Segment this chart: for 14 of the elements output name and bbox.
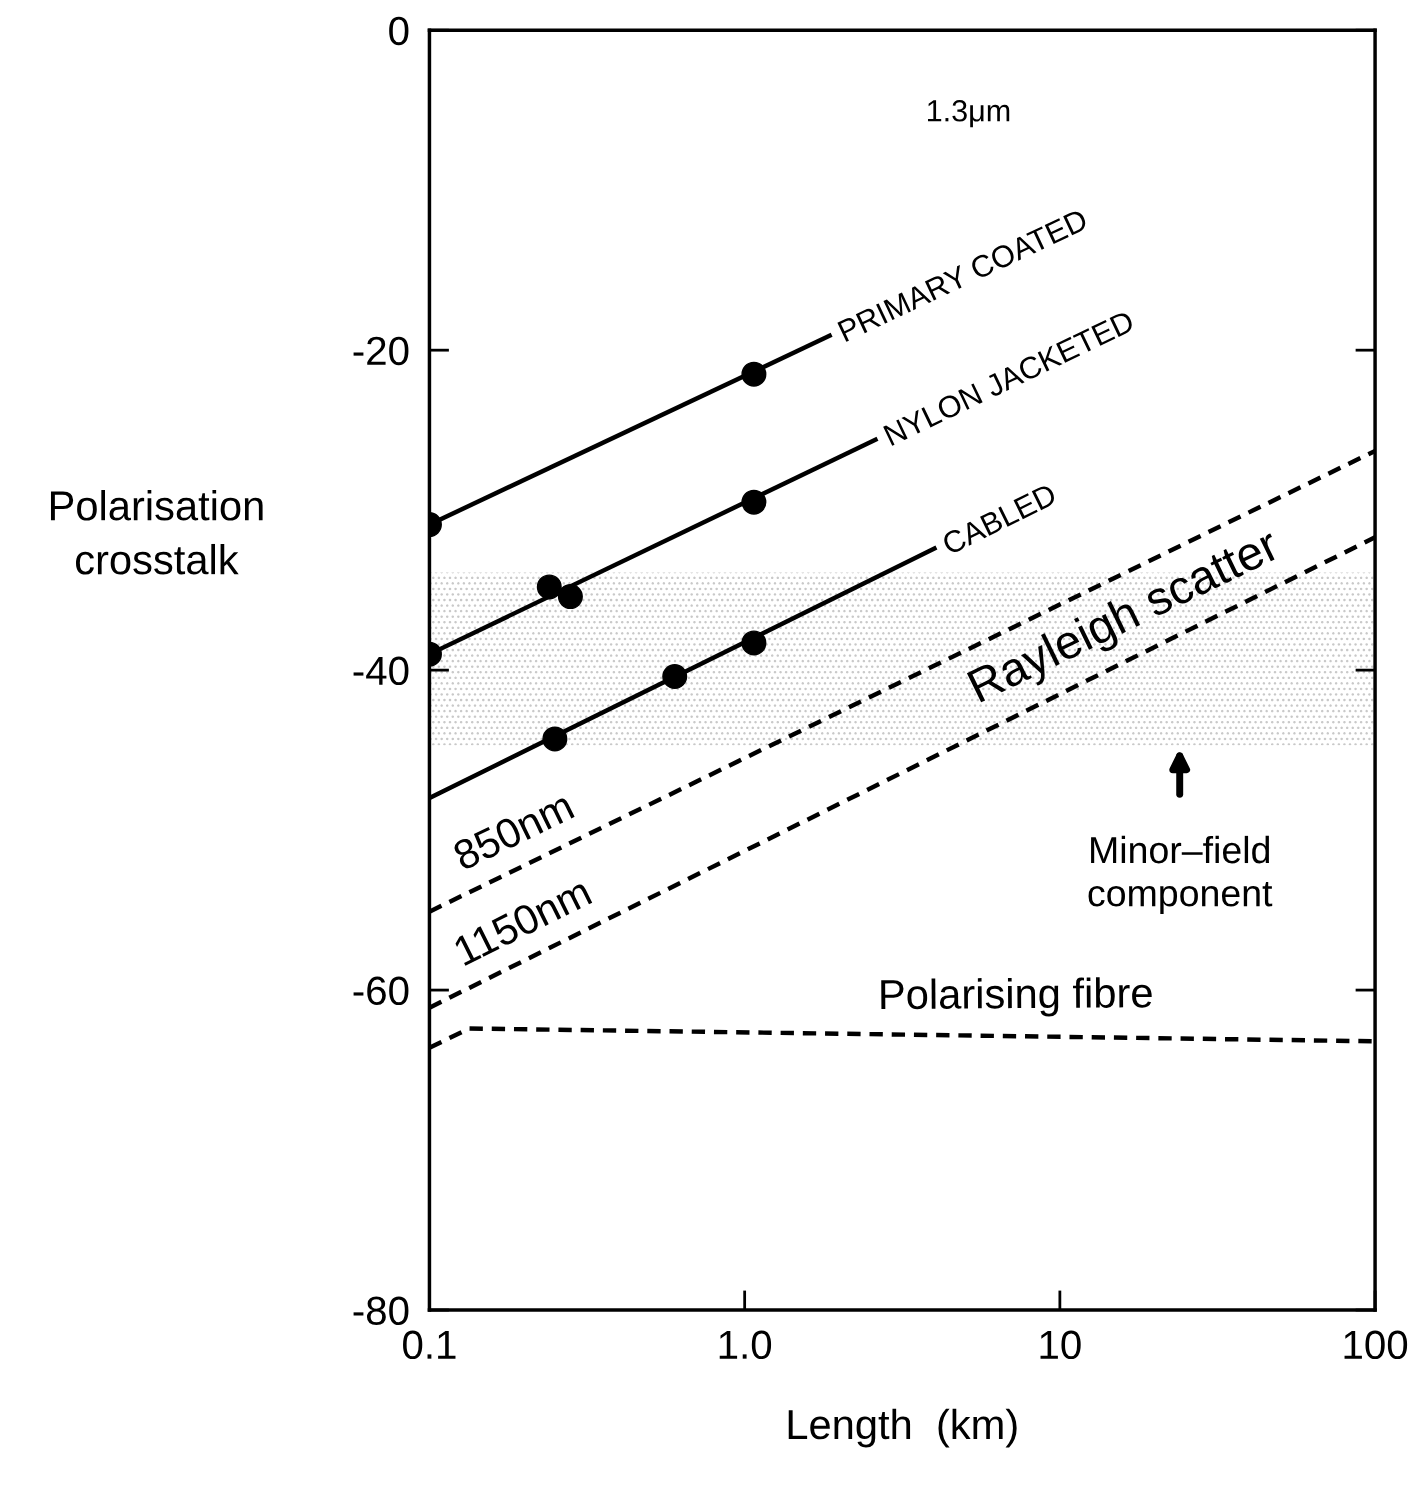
annotation: 1.3μm [928,99,1010,128]
x-tick-label: 1.0 [719,1330,772,1360]
series-label: Polarising fibre [881,976,1152,1018]
y-tick-label: -40 [353,656,409,686]
y-axis-title: Polarisation crosstalk [50,490,263,575]
x-tick-label: 0.1 [403,1330,456,1360]
y-tick-label: 0 [389,16,409,46]
y-tick-label: -20 [353,336,409,366]
annotation: Minor–field component [1088,835,1273,914]
x-tick-label: 10 [1040,1330,1081,1360]
y-tick-label: -80 [353,1296,409,1326]
x-tick-label: 100 [1344,1330,1408,1360]
y-tick-label: -60 [353,976,409,1006]
x-axis-title: Length (km) [788,1408,1017,1448]
